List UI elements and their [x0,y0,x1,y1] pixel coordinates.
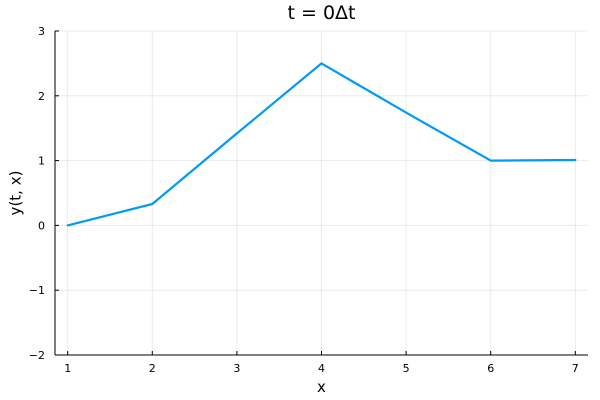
x-tick-label: 6 [487,362,494,375]
x-tick-label: 1 [64,362,71,375]
x-tick-label: 5 [403,362,410,375]
y-tick-label: −1 [29,284,45,297]
grid [55,30,588,356]
x-axis-ticks: 1 2 3 4 5 6 7 [64,351,579,375]
x-tick-label: 7 [572,362,579,375]
chart-title: t = 0Δt [288,2,356,24]
y-axis-ticks: −2 −1 0 1 2 3 [29,25,59,362]
x-tick-label: 3 [233,362,240,375]
series-layer [66,62,577,227]
series-line [66,62,577,227]
y-tick-label: −2 [29,349,45,362]
y-tick-label: 2 [38,90,45,103]
x-tick-label: 4 [318,362,325,375]
x-axis-title: x [317,378,326,396]
y-tick-label: 0 [38,219,45,232]
x-tick-label: 2 [149,362,156,375]
y-tick-label: 3 [38,25,45,38]
y-tick-label: 1 [38,155,45,168]
y-axis-title: y(t, x) [7,171,25,216]
